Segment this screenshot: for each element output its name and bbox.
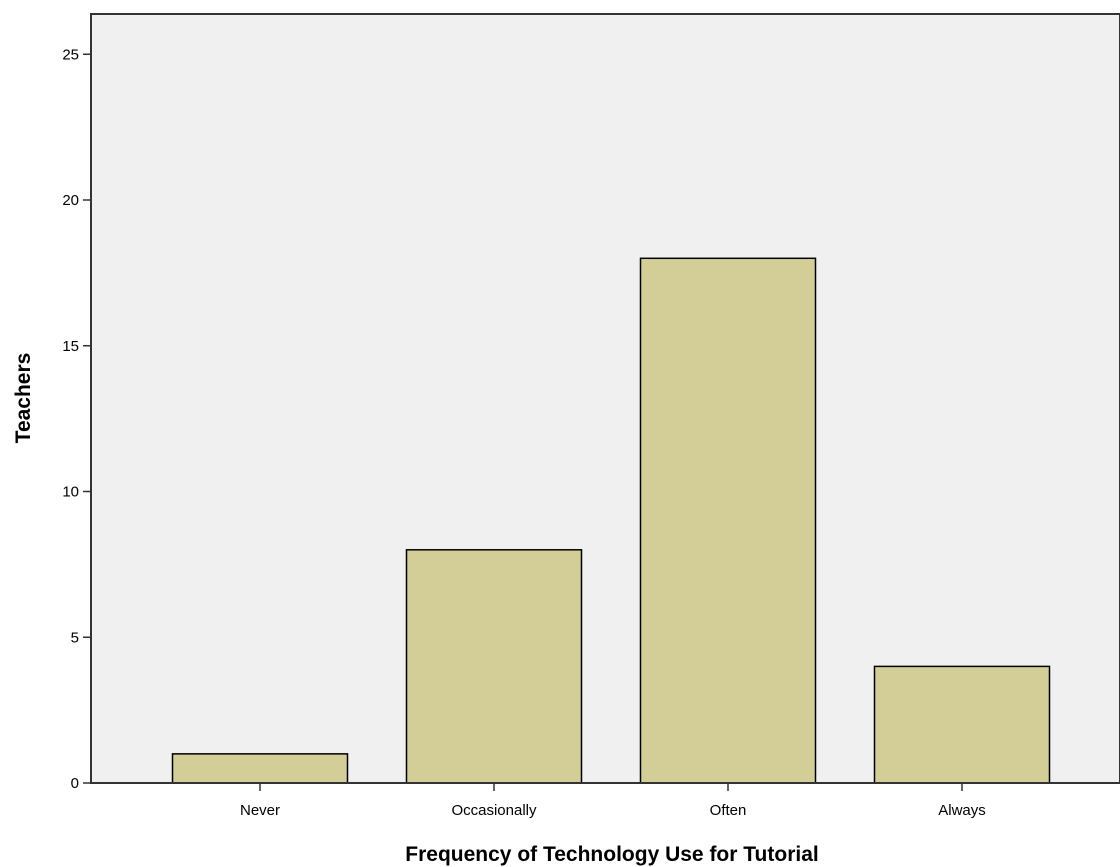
x-tick-label: Never	[240, 802, 280, 819]
x-tick-label: Often	[710, 802, 747, 819]
bar-occasionally	[405, 549, 583, 784]
plot-area	[90, 13, 1120, 784]
x-tick-label: Occasionally	[451, 802, 537, 819]
x-tick-label: Always	[938, 802, 986, 819]
y-tick-label: 25	[62, 46, 79, 63]
x-ticks: Never Occasionally Often Always	[240, 783, 986, 819]
bar-often	[639, 257, 817, 784]
bar-always	[873, 665, 1051, 784]
y-ticks: 0 5 10 15 20 25	[62, 46, 91, 792]
y-tick-label: 0	[71, 775, 79, 792]
bar-never	[171, 753, 349, 784]
x-axis-title: Frequency of Technology Use for Tutorial	[405, 843, 818, 866]
y-tick-label: 20	[62, 192, 79, 209]
y-tick-label: 10	[62, 484, 79, 501]
y-axis-title: Teachers	[12, 353, 35, 444]
y-tick-label: 15	[62, 338, 79, 355]
y-tick-label: 5	[71, 629, 79, 646]
